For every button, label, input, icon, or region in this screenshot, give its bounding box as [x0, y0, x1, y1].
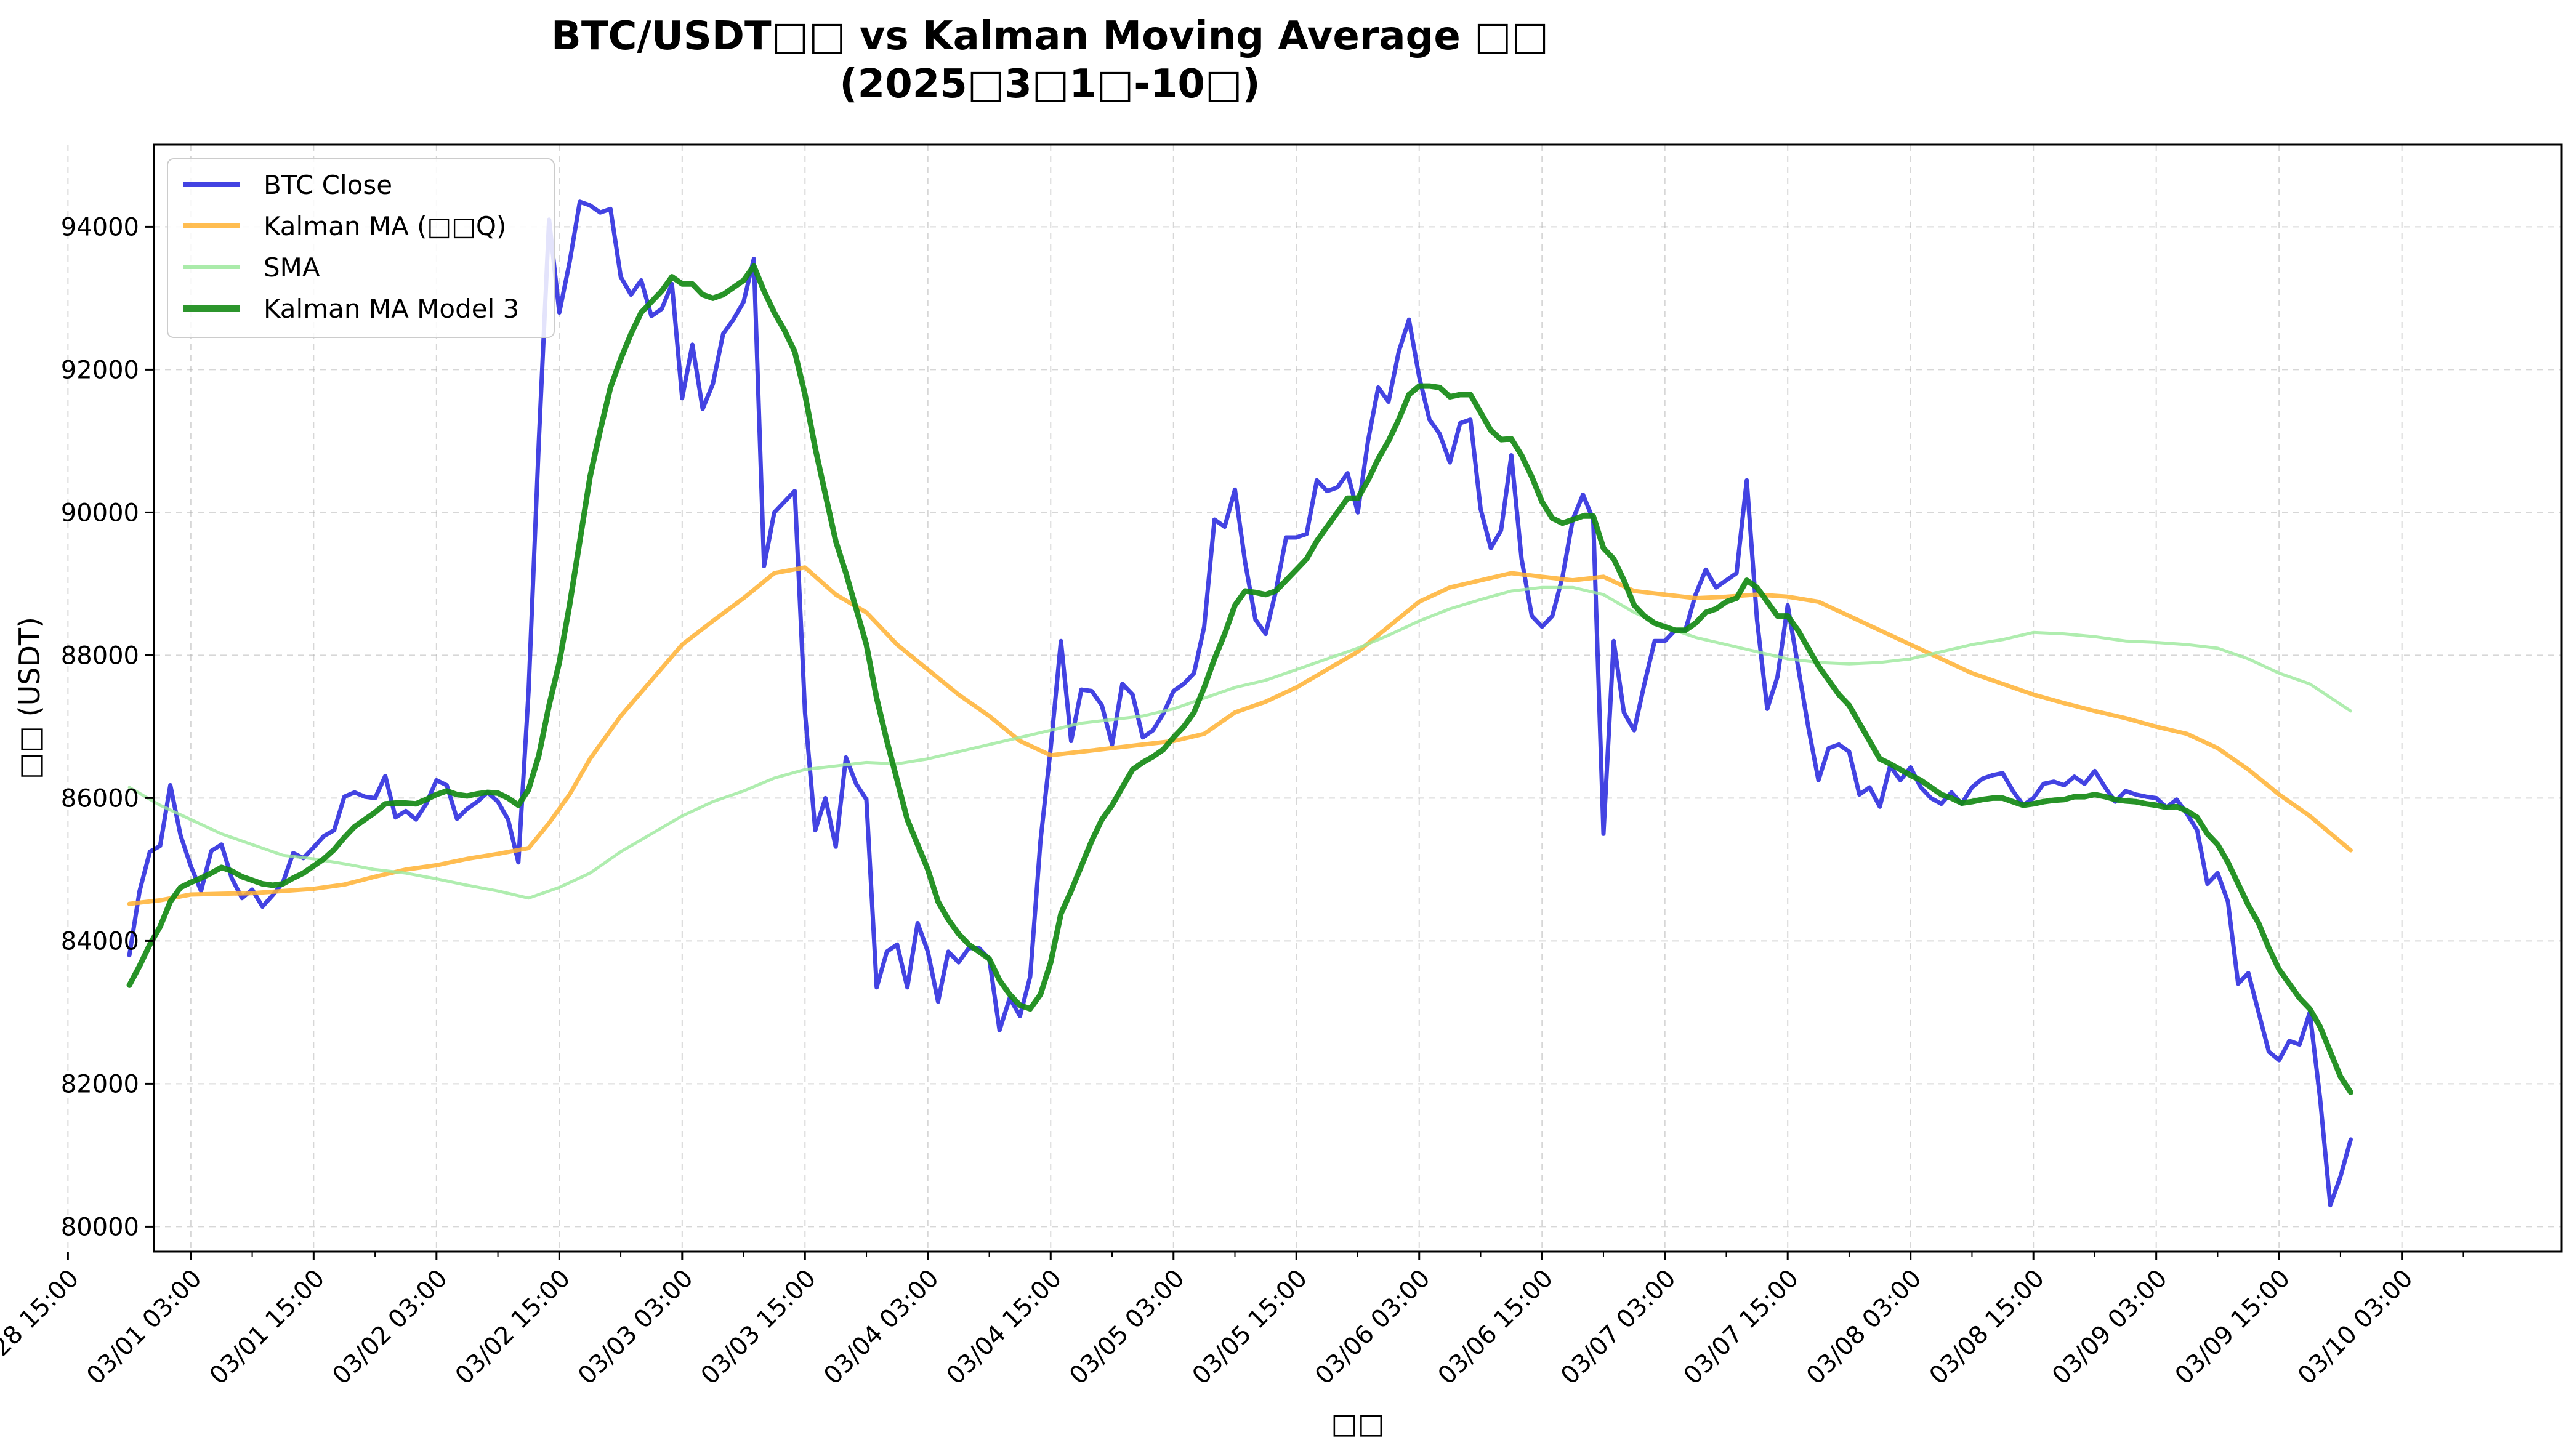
y-tick-label: 82000 — [61, 1070, 139, 1098]
series-line-kalman-ma-q — [127, 565, 2353, 906]
grid-lines — [67, 145, 2562, 1252]
y-tick-label: 92000 — [61, 356, 139, 384]
x-tick-label: 03/02 15:00 — [450, 1264, 576, 1390]
x-tick-label: 03/04 15:00 — [942, 1264, 1068, 1390]
legend-label-sma: SMA — [264, 252, 320, 283]
y-tick-label: 86000 — [61, 784, 139, 813]
x-tick-label: 03/05 15:00 — [1187, 1264, 1313, 1390]
legend-label-btc-close: BTC Close — [264, 170, 392, 200]
x-axis-label: □□ — [1331, 1407, 1385, 1440]
x-tick-label: 03/07 15:00 — [1679, 1264, 1805, 1390]
y-tick-label: 90000 — [61, 499, 139, 527]
legend-box — [167, 158, 555, 338]
x-tick-label: 03/08 03:00 — [1801, 1264, 1927, 1390]
x-tick-label: 03/08 15:00 — [1924, 1264, 2051, 1390]
x-tick-label: 03/02 03:00 — [327, 1264, 453, 1390]
y-tick-label: 84000 — [61, 927, 139, 955]
legend-label-kalman-ma: Kalman MA (□□Q) — [264, 211, 506, 241]
chart-subtitle: (2025□3□1□-10□) — [839, 62, 1260, 107]
x-tick-label: 03/03 03:00 — [573, 1264, 699, 1390]
y-tick-label: 88000 — [61, 642, 139, 670]
series-lines — [126, 199, 2353, 1208]
x-tick-label: 03/04 03:00 — [818, 1264, 945, 1390]
x-tick-label: 03/01 15:00 — [204, 1264, 331, 1390]
x-tick-label: 03/10 03:00 — [2293, 1264, 2419, 1390]
x-tick-label: 03/01 03:00 — [81, 1264, 208, 1390]
legend-label-kalman-model-3: Kalman MA Model 3 — [264, 294, 519, 324]
legend: BTC Close Kalman MA (□□Q) SMA Kalman MA … — [167, 158, 555, 338]
y-axis-label: □□ (USDT) — [13, 617, 46, 779]
x-tick-label: 03/05 03:00 — [1064, 1264, 1190, 1390]
y-tick-label: 80000 — [61, 1213, 139, 1241]
x-tick-label: 03/03 15:00 — [696, 1264, 822, 1390]
series-line-sma — [127, 585, 2352, 900]
x-tick-label: 03/06 03:00 — [1310, 1264, 1436, 1390]
x-tick-label: 03/09 15:00 — [2170, 1264, 2296, 1390]
x-tick-label: 02/28 15:00 — [0, 1264, 84, 1390]
chart-title: BTC/USDT□□ vs Kalman Moving Average □□ — [551, 14, 1549, 59]
series-line-btc-close — [127, 199, 2353, 1208]
x-tick-label: 03/06 15:00 — [1433, 1264, 1559, 1390]
y-axis: 80000 82000 84000 86000 88000 90000 92000 94000 — [61, 213, 154, 1241]
series-line-kalman-ma-model-3 — [126, 263, 2353, 1095]
x-tick-label: 03/07 03:00 — [1555, 1264, 1682, 1390]
y-tick-label: 94000 — [61, 213, 139, 241]
x-tick-label: 03/09 03:00 — [2047, 1264, 2173, 1390]
